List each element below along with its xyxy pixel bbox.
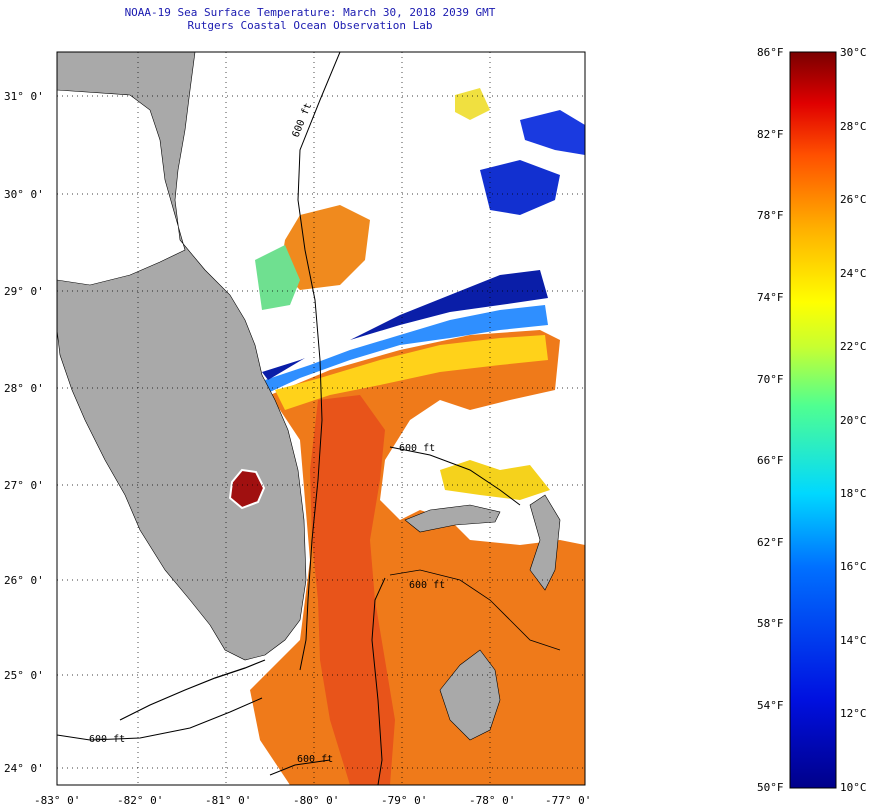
cb-f-label: 66°F	[757, 454, 784, 467]
cb-c-label: 16°C	[840, 560, 867, 573]
north-green-patch	[255, 245, 300, 310]
abaco	[529, 494, 561, 591]
cb-f-label: 62°F	[757, 536, 784, 549]
map-frame	[56, 51, 586, 786]
colorbar	[789, 51, 837, 789]
isobath-600ft-florida	[297, 52, 341, 671]
cb-c-label: 18°C	[840, 487, 867, 500]
north-warm-patch	[280, 205, 370, 290]
chart-title: NOAA-19 Sea Surface Temperature: March 3…	[124, 6, 496, 19]
latitude-axis: 31° 0' 30° 0' 29° 0' 28° 0' 27° 0' 26° 0…	[4, 90, 44, 775]
cb-c-label: 12°C	[840, 707, 867, 720]
lat-label: 30° 0'	[4, 188, 44, 201]
lat-label: 24° 0'	[4, 762, 44, 775]
blue-streaks-ne	[520, 110, 585, 155]
cb-f-label: 54°F	[757, 699, 784, 712]
cb-f-label: 50°F	[757, 781, 784, 794]
cb-c-label: 10°C	[840, 781, 867, 794]
cb-f-label: 58°F	[757, 617, 784, 630]
lon-label: -78° 0'	[469, 794, 515, 807]
lat-label: 29° 0'	[4, 285, 44, 298]
cb-c-label: 20°C	[840, 414, 867, 427]
cb-f-label: 86°F	[757, 46, 784, 59]
chart-subtitle: Rutgers Coastal Ocean Observation Lab	[187, 19, 433, 32]
lat-label: 31° 0'	[4, 90, 44, 103]
lat-label: 27° 0'	[4, 479, 44, 492]
graticule	[57, 52, 585, 785]
cb-c-label: 30°C	[840, 46, 867, 59]
isobath-600ft-channel	[371, 577, 386, 785]
colorbar-celsius-labels: 30°C 28°C 26°C 24°C 22°C 20°C 18°C 16°C …	[840, 46, 867, 794]
colorbar-fahrenheit-labels: 86°F 82°F 78°F 74°F 70°F 66°F 62°F 58°F …	[757, 46, 784, 794]
cb-f-label: 70°F	[757, 373, 784, 386]
lat-label: 26° 0'	[4, 574, 44, 587]
contour-label: 600 ft	[297, 754, 333, 765]
isobath-600ft-keys	[57, 697, 263, 741]
lat-label: 28° 0'	[4, 382, 44, 395]
grand-bahama	[404, 504, 501, 533]
gulf-stream-core	[310, 395, 395, 785]
cb-f-label: 74°F	[757, 291, 784, 304]
yellow-patch-east	[440, 460, 550, 500]
florida-keys	[119, 659, 266, 721]
lon-label: -82° 0'	[117, 794, 163, 807]
contour-label: 600 ft	[399, 443, 435, 454]
isobath-600ft-bahamas	[389, 446, 521, 506]
andros	[439, 649, 501, 741]
lon-label: -83° 0'	[34, 794, 80, 807]
cb-c-label: 24°C	[840, 267, 867, 280]
lon-label: -77° 0'	[545, 794, 591, 807]
cb-c-label: 28°C	[840, 120, 867, 133]
cb-f-label: 78°F	[757, 209, 784, 222]
lon-label: -80° 0'	[293, 794, 339, 807]
map-area	[57, 52, 585, 785]
cb-c-label: 14°C	[840, 634, 867, 647]
contour-label: 600 ft	[89, 734, 125, 745]
cb-f-label: 82°F	[757, 128, 784, 141]
cb-c-label: 22°C	[840, 340, 867, 353]
lake-okeechobee	[228, 468, 266, 510]
yellow-patch-north	[455, 88, 490, 120]
transition-band	[275, 335, 548, 410]
bahama-bank	[389, 569, 561, 651]
contour-label: 600 ft	[409, 580, 445, 591]
longitude-axis: -83° 0' -82° 0' -81° 0' -80° 0' -79° 0' …	[34, 794, 591, 807]
cool-water-band	[265, 305, 548, 392]
lon-label: -79° 0'	[381, 794, 427, 807]
blue-streaks-north	[480, 160, 560, 215]
isobath-600ft-south	[269, 759, 331, 776]
cold-water-band	[262, 270, 548, 380]
lat-label: 25° 0'	[4, 669, 44, 682]
cb-c-label: 26°C	[840, 193, 867, 206]
lon-label: -81° 0'	[205, 794, 251, 807]
